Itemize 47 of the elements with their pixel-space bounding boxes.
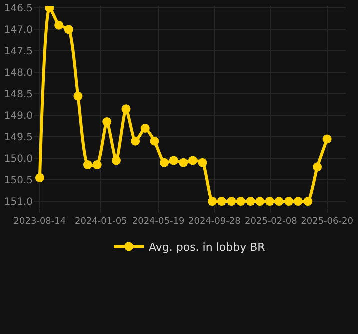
- point: [188, 156, 198, 166]
- x-tick-label: 2025-02-08: [245, 216, 298, 227]
- y-tick-label: 148.0: [4, 68, 33, 80]
- x-tick-label: 2025-06-20: [301, 216, 354, 227]
- y-tick-label: 148.5: [4, 90, 33, 101]
- point: [150, 136, 160, 146]
- x-tick-label: 2024-09-28: [188, 216, 242, 227]
- x-tick-label: 2023-08-14: [14, 216, 66, 227]
- point: [122, 104, 131, 114]
- y-tick-label: 147.5: [4, 46, 33, 58]
- point: [74, 92, 83, 101]
- point: [256, 197, 265, 206]
- y-tick-label: 149.5: [4, 132, 33, 144]
- point: [246, 197, 256, 206]
- point: [92, 160, 102, 170]
- y-tick-label: 150.5: [4, 176, 33, 187]
- point: [160, 158, 169, 168]
- x-tick-label: 2024-05-19: [132, 216, 185, 227]
- y-tick-label: 146.5: [4, 4, 33, 15]
- point: [294, 197, 303, 206]
- point: [112, 156, 121, 166]
- point: [54, 20, 64, 30]
- point: [83, 160, 92, 170]
- point: [140, 124, 150, 133]
- point: [208, 197, 218, 206]
- point: [179, 158, 188, 168]
- point: [284, 197, 294, 206]
- x-tick-label: 2024-01-05: [75, 216, 128, 227]
- y-tick-label: 150.0: [4, 154, 33, 166]
- legend-label: Avg. pos. in lobby BR: [149, 241, 266, 254]
- point: [265, 197, 274, 206]
- point: [274, 197, 284, 206]
- point: [304, 197, 313, 206]
- point: [322, 134, 332, 144]
- point: [313, 162, 322, 172]
- y-tick-label: 147.0: [4, 25, 33, 36]
- point: [198, 158, 208, 168]
- point: [64, 25, 74, 34]
- y-tick-label: 149.0: [4, 111, 33, 122]
- point: [35, 173, 44, 182]
- point: [169, 156, 178, 166]
- point: [217, 197, 226, 206]
- point: [102, 118, 112, 127]
- y-tick-label: 151.0: [4, 197, 33, 208]
- point: [131, 136, 140, 146]
- point: [236, 197, 246, 206]
- point: [227, 197, 236, 206]
